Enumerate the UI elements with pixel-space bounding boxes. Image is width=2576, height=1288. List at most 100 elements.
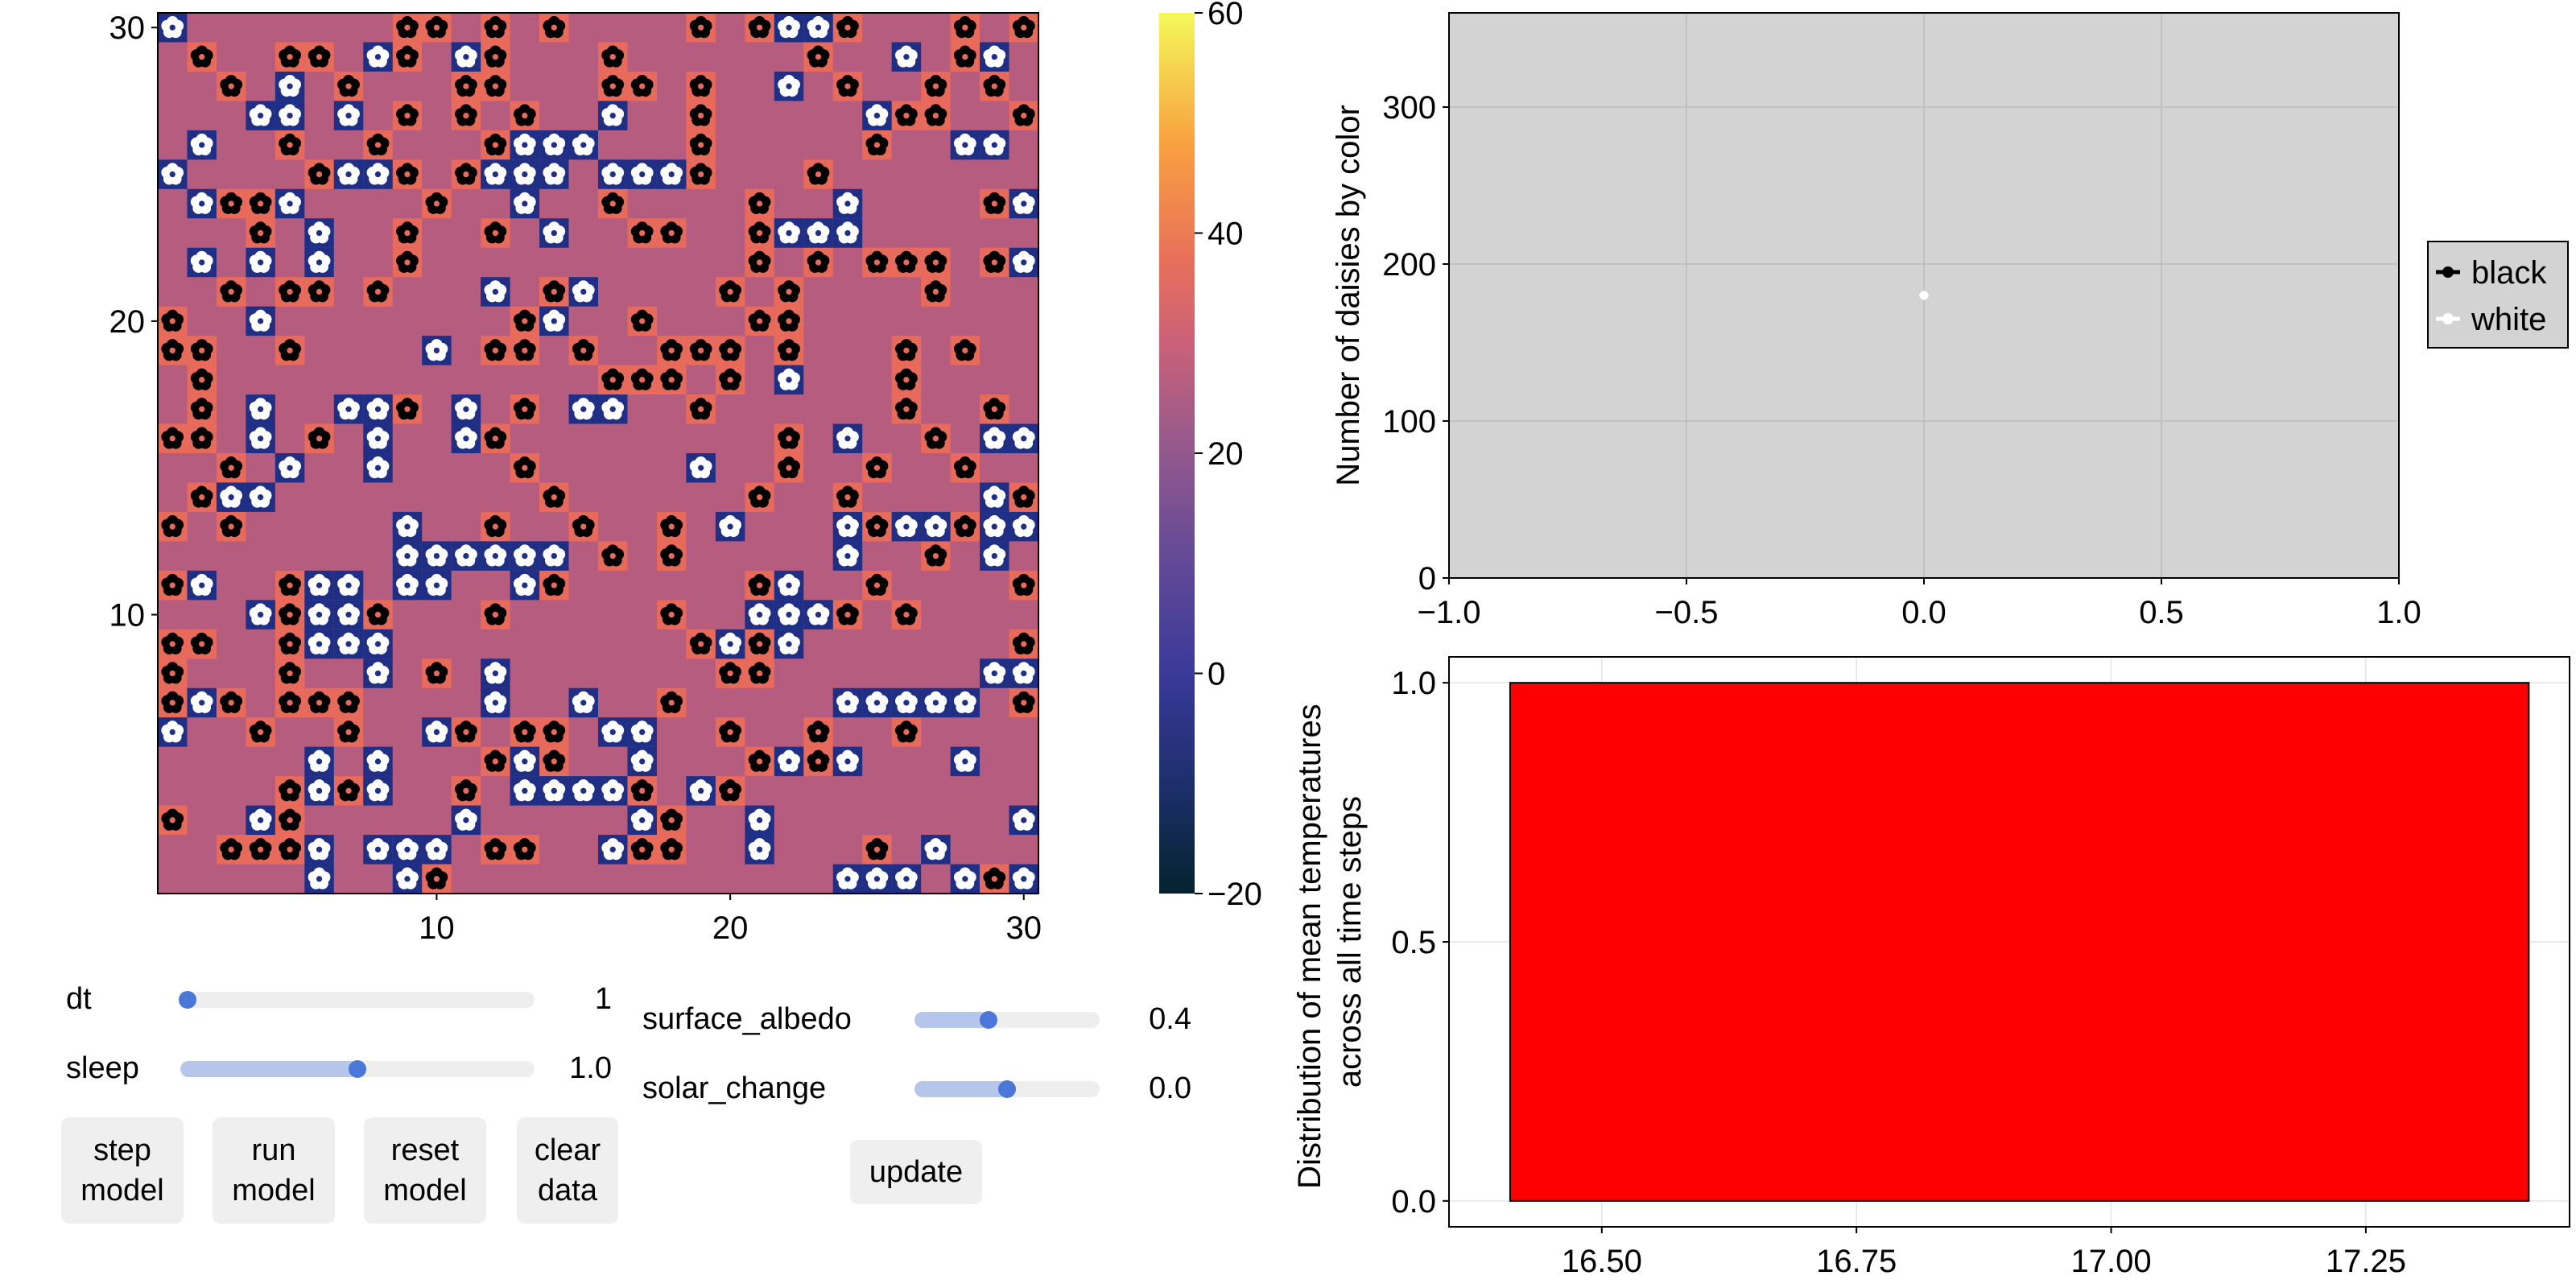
daisy-center xyxy=(580,787,587,795)
solar-change-slider-handle[interactable] xyxy=(998,1080,1016,1098)
daisy-center xyxy=(374,436,382,442)
white-daisy xyxy=(304,864,334,894)
surface-albedo-slider[interactable] xyxy=(914,1011,1100,1029)
black-daisy xyxy=(774,277,804,307)
daisy-center xyxy=(639,83,646,89)
daisy-center xyxy=(873,464,881,471)
white-daisy xyxy=(539,218,569,248)
black-daisy xyxy=(333,71,364,101)
daisy-center xyxy=(169,318,175,324)
daisy-center xyxy=(463,171,469,178)
white-daisy xyxy=(745,835,774,865)
white-daisy xyxy=(832,864,863,894)
white-daisy xyxy=(1009,423,1038,453)
white-daisy xyxy=(187,188,217,219)
black-daisy xyxy=(275,776,305,806)
daisy-center xyxy=(756,846,763,852)
legend-box xyxy=(2427,241,2569,349)
solar-change-slider[interactable] xyxy=(914,1080,1100,1098)
black-daisy xyxy=(392,13,423,43)
sleep-slider-fill xyxy=(180,1061,357,1077)
white-daisy xyxy=(363,423,393,453)
black-daisy xyxy=(216,453,246,483)
daisy-center xyxy=(316,259,323,266)
daisy-center xyxy=(727,523,733,530)
white-daisy xyxy=(363,42,393,72)
surface-albedo-slider-handle[interactable] xyxy=(980,1011,997,1029)
daisy-center xyxy=(991,142,997,148)
daisy-center xyxy=(873,700,881,706)
white-daisy xyxy=(304,600,334,630)
daisy-center xyxy=(433,582,440,588)
daisy-center xyxy=(697,142,704,148)
dt-value: 1 xyxy=(594,982,612,1016)
step-model-button[interactable]: step model xyxy=(61,1117,184,1224)
white-daisy xyxy=(333,394,364,424)
grid-ytick-label: 20 xyxy=(109,304,146,340)
daisy-center xyxy=(169,436,175,442)
daisy-center xyxy=(169,817,175,824)
daisy-center xyxy=(522,758,528,765)
daisy-center xyxy=(932,846,939,852)
daisy-center xyxy=(522,464,528,471)
update-button[interactable]: update xyxy=(850,1140,982,1204)
black-daisy xyxy=(745,629,774,659)
daisy-center xyxy=(756,611,763,618)
black-daisy xyxy=(304,687,334,718)
white-daisy xyxy=(921,687,951,718)
sleep-slider-handle[interactable] xyxy=(349,1060,366,1078)
dt-slider[interactable] xyxy=(178,991,535,1009)
black-daisy xyxy=(422,188,452,219)
daisy-center xyxy=(257,229,264,237)
run-model-button[interactable]: run model xyxy=(213,1117,335,1224)
daisy-center xyxy=(756,229,763,237)
black-daisy xyxy=(891,247,922,278)
white-daisy xyxy=(862,687,892,718)
daisy-center xyxy=(609,552,616,559)
black-daisy xyxy=(216,511,246,542)
white-daisy xyxy=(510,570,540,601)
clear-data-button[interactable]: clear data xyxy=(517,1117,618,1224)
white-daisy xyxy=(598,776,628,806)
black-daisy xyxy=(627,306,657,336)
grid-xtick-label: 30 xyxy=(1006,910,1042,946)
black-daisy xyxy=(481,835,510,865)
daisy-center xyxy=(492,347,499,354)
black-daisy xyxy=(158,423,188,453)
daisy-center xyxy=(433,670,440,677)
white-daisy xyxy=(891,687,922,718)
daisy-center xyxy=(668,523,675,530)
white-daisy xyxy=(510,188,540,219)
daisy-center xyxy=(786,464,792,471)
reset-model-button[interactable]: reset model xyxy=(364,1117,486,1224)
daisy-center xyxy=(551,142,557,148)
daisy-center xyxy=(199,436,205,442)
daisy-center xyxy=(580,700,587,706)
colorbar-tick-label: 0 xyxy=(1208,657,1225,692)
dt-slider-handle[interactable] xyxy=(178,991,196,1009)
hist-ylabel-line-2: across all time steps xyxy=(1332,796,1368,1088)
colorbar-tick-label: 60 xyxy=(1208,0,1244,31)
daisy-center xyxy=(257,846,264,852)
colorbar-tick-label: 40 xyxy=(1208,217,1244,252)
daisy-center xyxy=(316,846,323,852)
white-daisy xyxy=(1009,658,1038,688)
black-daisy xyxy=(745,306,774,336)
sleep-slider[interactable] xyxy=(180,1060,535,1078)
white-daisy xyxy=(333,159,364,189)
daisy-center xyxy=(639,229,646,237)
white-daisy xyxy=(275,101,305,130)
white-daisy xyxy=(832,423,863,453)
daisy-center xyxy=(756,259,763,266)
daisy-center xyxy=(873,876,881,882)
sleep-value: 1.0 xyxy=(569,1051,612,1085)
daisy-center xyxy=(316,288,323,295)
black-daisy xyxy=(774,423,804,453)
black-daisy xyxy=(686,130,716,160)
daisy-center xyxy=(903,729,910,736)
daisy-center xyxy=(786,758,792,765)
black-daisy xyxy=(275,629,305,659)
daisy-center xyxy=(492,436,499,442)
daisy-center xyxy=(522,582,528,588)
black-daisy xyxy=(862,570,892,601)
